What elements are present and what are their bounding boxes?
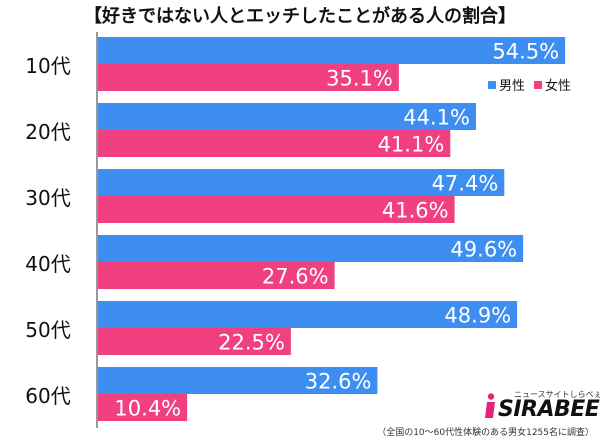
data-label-female-3: 27.6% (262, 265, 329, 289)
category-label-3: 40代 (25, 252, 70, 276)
data-label-male-2: 47.4% (432, 172, 499, 196)
bar-male-2 (98, 169, 505, 196)
bar-female-5 (98, 394, 188, 421)
bar-female-2 (98, 196, 455, 223)
category-label-2: 30代 (25, 186, 70, 210)
data-label-female-1: 41.1% (378, 133, 445, 157)
sirabee-logo: ニュースサイトしらべぇ SIRABEE (484, 389, 600, 423)
data-label-female-5: 10.4% (114, 397, 181, 421)
category-label-0: 10代 (25, 54, 70, 78)
chart-title: 【好きではない人とエッチしたことがある人の割合】 (84, 5, 516, 27)
data-label-female-2: 41.6% (382, 199, 449, 223)
legend-label-female: 女性 (545, 78, 571, 94)
survey-footnote: （全国の10〜60代性体験のある男女1255名に調査） (377, 428, 594, 438)
legend-label-male: 男性 (499, 79, 525, 94)
bar-male-1 (98, 103, 476, 130)
data-label-male-0: 54.5% (492, 40, 559, 64)
category-label-4: 50代 (25, 318, 70, 342)
data-label-female-4: 22.5% (218, 331, 285, 355)
data-label-male-5: 32.6% (305, 370, 372, 394)
bar-male-0 (98, 37, 566, 64)
logo-tagline: ニュースサイトしらべぇ (514, 390, 600, 399)
bar-female-3 (98, 262, 335, 289)
logo-wordmark: SIRABEE (498, 397, 600, 422)
bar-male-5 (98, 367, 378, 394)
category-label-5: 60代 (25, 384, 70, 408)
legend: 男性 女性 (484, 76, 580, 94)
data-label-male-4: 48.9% (444, 304, 511, 328)
data-label-female-0: 35.1% (326, 67, 393, 91)
bar-female-4 (98, 328, 291, 355)
category-labels: 10代 20代 30代 40代 50代 60代 (25, 54, 70, 408)
bar-male-3 (98, 235, 524, 262)
legend-swatch-female (534, 81, 542, 89)
bar-male-4 (98, 301, 518, 328)
logo-i-mark-icon (485, 393, 495, 418)
bar-female-0 (98, 64, 399, 91)
legend-swatch-male (488, 81, 496, 89)
legend-background (484, 76, 580, 94)
data-label-male-3: 49.6% (450, 238, 517, 262)
data-label-male-1: 44.1% (403, 106, 470, 130)
bar-female-1 (98, 130, 451, 157)
category-label-1: 20代 (25, 120, 70, 144)
bars-group: 54.5% 35.1% 44.1% 41.1% 47.4% 41.6%49.6% 27.6%… (98, 37, 566, 421)
